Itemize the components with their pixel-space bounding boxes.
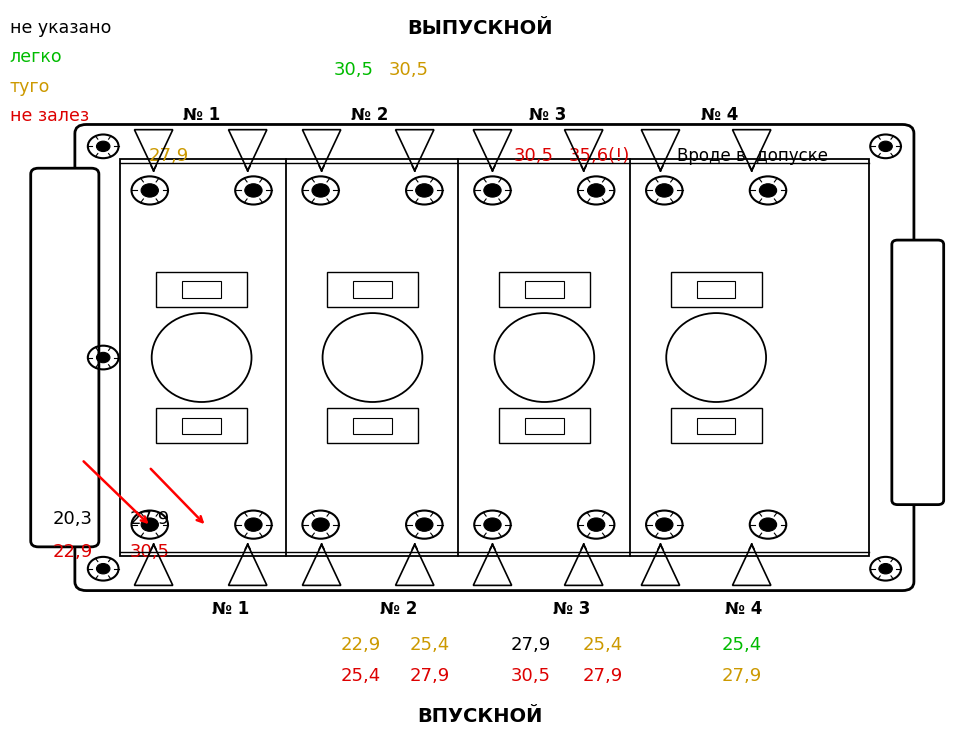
Circle shape [484, 518, 501, 531]
Circle shape [96, 141, 110, 152]
Text: ВПУСКНОЙ: ВПУСКНОЙ [418, 707, 542, 726]
Text: 25,4: 25,4 [722, 636, 762, 654]
FancyBboxPatch shape [892, 240, 944, 505]
Bar [499, 272, 589, 308]
Text: не залез: не залез [10, 107, 88, 125]
Circle shape [588, 518, 605, 531]
Text: ВЫПУСКНОЙ: ВЫПУСКНОЙ [407, 19, 553, 38]
Text: 30,5: 30,5 [334, 62, 374, 79]
Text: 27,9: 27,9 [722, 667, 762, 685]
Bar [670, 272, 762, 308]
Circle shape [484, 184, 501, 197]
Bar [525, 282, 564, 298]
Text: № 1: № 1 [212, 600, 249, 618]
Text: № 4: № 4 [726, 600, 762, 618]
Circle shape [416, 184, 433, 197]
Text: № 3: № 3 [529, 106, 565, 124]
Circle shape [879, 563, 893, 574]
Bar [697, 282, 735, 298]
Text: 20,3: 20,3 [53, 510, 93, 528]
Text: № 2: № 2 [380, 600, 417, 618]
Bar [697, 418, 735, 434]
Text: № 4: № 4 [702, 106, 738, 124]
Text: 30,5: 30,5 [511, 667, 551, 685]
Circle shape [759, 184, 777, 197]
Text: 27,9: 27,9 [583, 667, 623, 685]
Text: 30,5: 30,5 [389, 62, 429, 79]
Bar [326, 272, 419, 308]
Circle shape [141, 184, 158, 197]
Bar [182, 282, 221, 298]
Bar [156, 408, 247, 443]
Text: легко: легко [10, 48, 62, 66]
Text: № 2: № 2 [351, 106, 388, 124]
Bar [326, 408, 419, 443]
Circle shape [656, 184, 673, 197]
FancyBboxPatch shape [31, 168, 99, 547]
Circle shape [588, 184, 605, 197]
Circle shape [416, 518, 433, 531]
Bar [670, 408, 762, 443]
Bar [353, 418, 392, 434]
Text: не указано: не указано [10, 19, 111, 36]
Text: 35,6(!): 35,6(!) [568, 147, 630, 165]
Circle shape [245, 184, 262, 197]
Circle shape [96, 563, 110, 574]
Text: 25,4: 25,4 [583, 636, 623, 654]
Bar [120, 159, 869, 556]
Text: 22,9: 22,9 [341, 636, 381, 654]
Text: 25,4: 25,4 [410, 636, 450, 654]
Bar [182, 418, 221, 434]
Text: туго: туго [10, 78, 50, 96]
Text: 27,9: 27,9 [410, 667, 450, 685]
Circle shape [312, 184, 329, 197]
Bar [499, 408, 589, 443]
Text: 30,5: 30,5 [130, 543, 170, 561]
Bar [353, 282, 392, 298]
Text: 27,9: 27,9 [511, 636, 551, 654]
Text: № 1: № 1 [183, 106, 220, 124]
Text: № 3: № 3 [553, 600, 589, 618]
Text: 27,9: 27,9 [149, 147, 189, 165]
Text: 30,5: 30,5 [514, 147, 554, 165]
Circle shape [245, 518, 262, 531]
Circle shape [141, 518, 158, 531]
Circle shape [656, 518, 673, 531]
Bar [156, 272, 247, 308]
Circle shape [96, 353, 110, 363]
FancyBboxPatch shape [75, 124, 914, 591]
Circle shape [759, 518, 777, 531]
Bar [525, 418, 564, 434]
Text: Вроде в  допуске: Вроде в допуске [677, 147, 828, 165]
Circle shape [879, 141, 893, 152]
Text: 22,9: 22,9 [53, 543, 93, 561]
Circle shape [312, 518, 329, 531]
Text: 25,4: 25,4 [341, 667, 381, 685]
Text: 27,9: 27,9 [130, 510, 170, 528]
